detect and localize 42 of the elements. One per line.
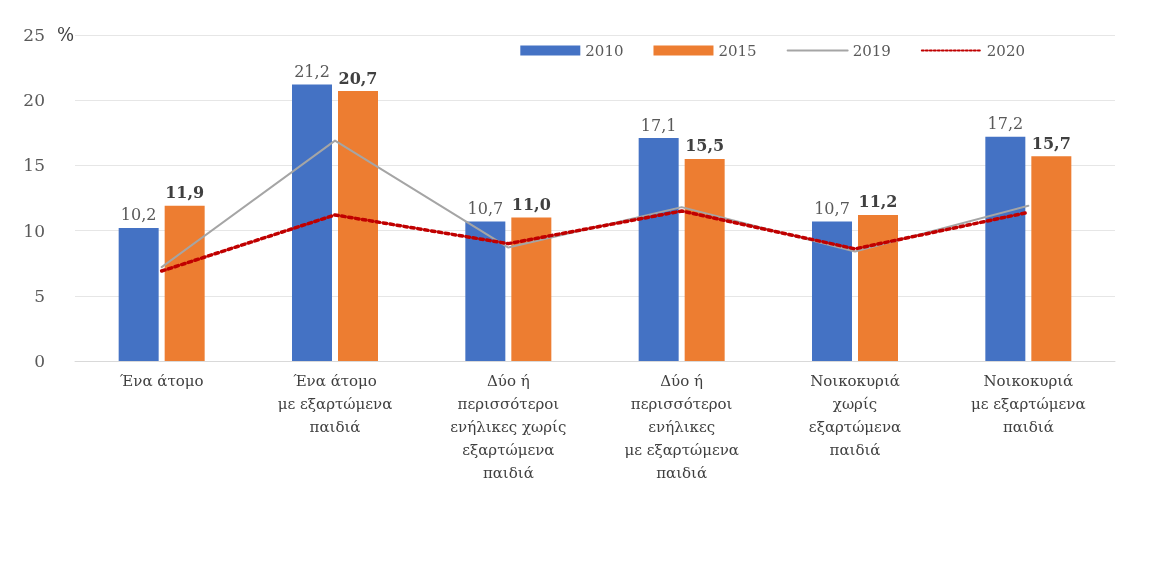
y-tick-label: 25 — [23, 25, 45, 45]
bar — [858, 214, 898, 361]
data-label: 11,2 — [858, 192, 898, 212]
legend-label: 2019 — [852, 41, 891, 60]
bar — [118, 227, 159, 361]
bar — [511, 217, 552, 361]
data-label: 10,2 — [120, 205, 157, 225]
x-tick-label: Νοικοκυριά χωρίς εξαρτώμενα παιδιά — [808, 371, 902, 459]
bar — [338, 91, 378, 361]
bar — [985, 136, 1026, 361]
x-tick-label: Δύο ή περισσότεροι ενήλικες με εξαρτώμενα παιδιά — [624, 371, 739, 482]
x-tick-label: Ένα άτομο με εξαρτώμενα παιδιά — [277, 371, 393, 436]
y-tick-label: 15 — [23, 155, 45, 176]
data-label: 15,5 — [685, 136, 725, 156]
y-tick-label: 0 — [34, 351, 45, 371]
bar — [812, 221, 852, 361]
x-tick-label: Ένα άτομο — [119, 371, 204, 390]
y-tick-label: 5 — [34, 285, 45, 306]
data-label: 10,7 — [467, 198, 504, 218]
bar — [465, 221, 506, 361]
data-label: 11,9 — [165, 183, 205, 203]
bar — [684, 158, 725, 361]
data-label: 21,2 — [294, 62, 330, 82]
bar — [638, 138, 679, 361]
data-label: 17,2 — [987, 114, 1024, 134]
bar — [1031, 156, 1072, 361]
data-label: 17,1 — [640, 115, 677, 135]
data-label: 20,7 — [338, 68, 378, 88]
legend-label: 2020 — [986, 41, 1026, 60]
data-label: 15,7 — [1031, 133, 1071, 153]
x-tick-label: Δύο ή περισσότεροι ενήλικες χωρίς εξαρτώμενα παιδιά — [450, 371, 567, 482]
bar — [292, 84, 332, 361]
legend-label: 2015 — [718, 41, 757, 60]
y-tick-label: 20 — [23, 90, 45, 111]
line-series — [160, 139, 1030, 269]
legend-label: 2010 — [585, 41, 624, 60]
bar — [164, 205, 205, 361]
y-tick-label: 10 — [23, 220, 45, 241]
data-label: 11,0 — [511, 195, 551, 215]
x-tick-label: Νοικοκυριά με εξαρτώμενα παιδιά — [971, 371, 1086, 436]
y-axis-title: % — [57, 23, 75, 45]
data-label: 10,7 — [814, 198, 850, 218]
